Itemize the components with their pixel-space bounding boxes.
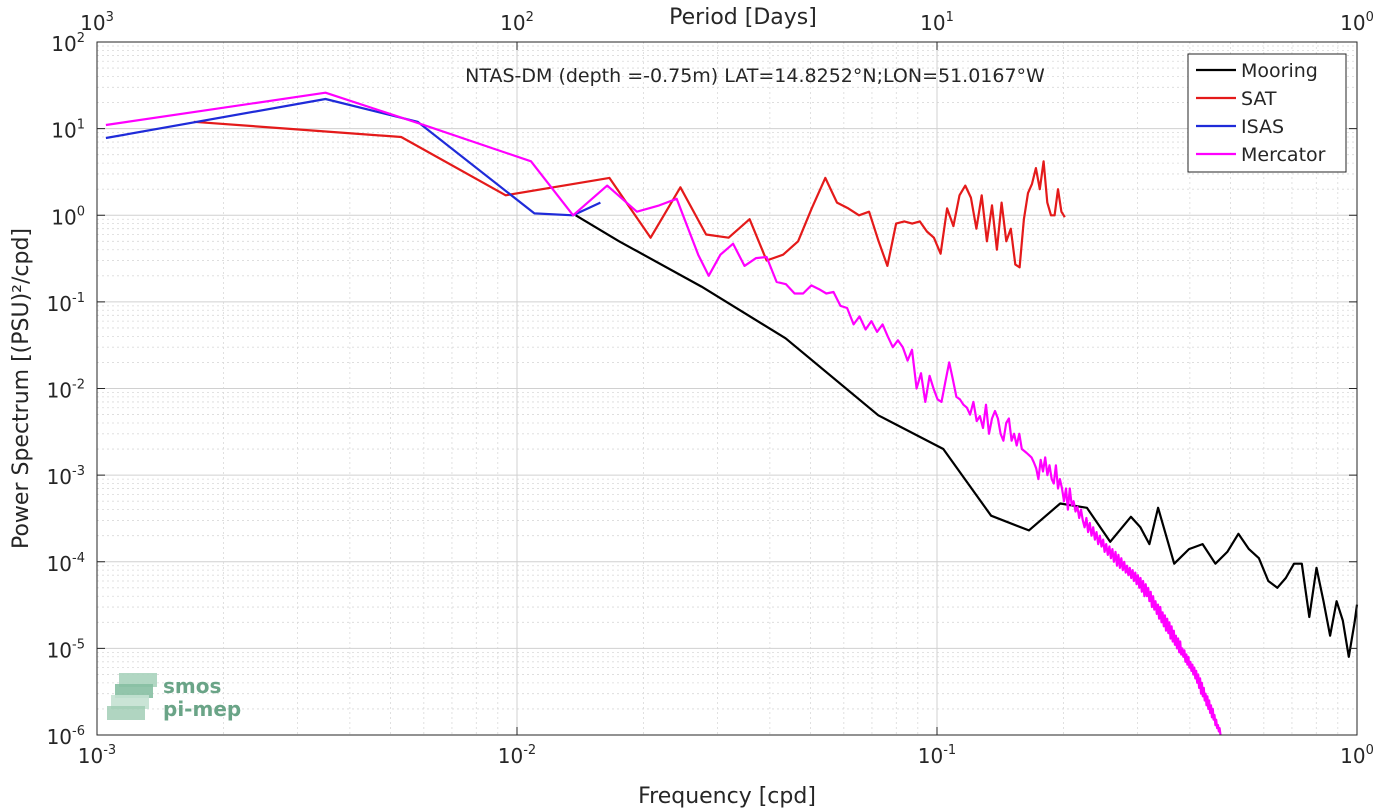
- minor-grid: [97, 42, 1357, 735]
- x-tick-label: 100: [1340, 743, 1374, 768]
- x-tick-label: 10-2: [498, 743, 536, 768]
- legend: Mooring SAT ISAS Mercator: [1187, 53, 1347, 173]
- legend-label: ISAS: [1241, 116, 1284, 138]
- legend-box: [1187, 53, 1347, 173]
- y-tick-label: 10-5: [47, 637, 85, 662]
- top-x-tick-label: 101: [920, 10, 954, 35]
- series-line-isas: [105, 97, 601, 217]
- y-tick-label: 10-6: [47, 724, 85, 749]
- series-line-mooring: [575, 214, 1359, 658]
- legend-label: Mooring: [1241, 60, 1318, 82]
- x-tick-label: 10-3: [78, 743, 116, 768]
- y-tick-label: 10-1: [47, 291, 85, 316]
- logo-wave-icon: [107, 673, 157, 720]
- y-axis-title: Power Spectrum [(PSU)²/cpd]: [9, 228, 34, 549]
- top-x-tick-label: 103: [80, 10, 114, 35]
- y-tick-label: 100: [51, 204, 85, 229]
- top-axis-title: Period [Days]: [669, 5, 817, 30]
- logo-line-1: smos: [163, 674, 221, 698]
- legend-label: Mercator: [1241, 144, 1326, 166]
- y-tick-labels: 102 101 100 10-1 10-2 10-3 10-4 10-5 10-6: [47, 31, 85, 749]
- smos-pi-mep-logo: smos pi-mep: [107, 673, 241, 721]
- y-tick-label: 102: [51, 31, 85, 56]
- legend-entry-sat: SAT: [1196, 88, 1277, 110]
- top-x-tick-label: 102: [500, 10, 534, 35]
- series-layer: [105, 91, 1359, 736]
- logo-line-2: pi-mep: [163, 697, 241, 721]
- y-tick-label: 101: [51, 118, 85, 143]
- y-tick-label: 10-3: [47, 464, 85, 489]
- y-tick-label: 10-2: [47, 378, 85, 403]
- legend-items: Mooring SAT ISAS Mercator: [1196, 60, 1326, 166]
- x-axis-title: Frequency [cpd]: [638, 784, 816, 809]
- series-line-sat: [193, 120, 1066, 269]
- chart-annotation: NTAS-DM (depth =-0.75m) LAT=14.8252°N;LO…: [465, 65, 1045, 87]
- top-x-tick-label: 100: [1340, 10, 1374, 35]
- series-line-mercator: [105, 91, 1222, 736]
- x-tick-labels: 10-3 10-2 10-1 100: [78, 743, 1374, 768]
- legend-entry-isas: ISAS: [1196, 116, 1284, 138]
- plot-area: [96, 41, 1359, 736]
- top-x-tick-labels: 103 102 101 100: [80, 10, 1374, 35]
- legend-label: SAT: [1241, 88, 1277, 110]
- x-tick-label: 10-1: [918, 743, 956, 768]
- legend-entry-mercator: Mercator: [1196, 144, 1326, 166]
- legend-entry-mooring: Mooring: [1196, 60, 1318, 82]
- y-tick-label: 10-4: [47, 551, 85, 576]
- tick-marks: [96, 41, 1358, 736]
